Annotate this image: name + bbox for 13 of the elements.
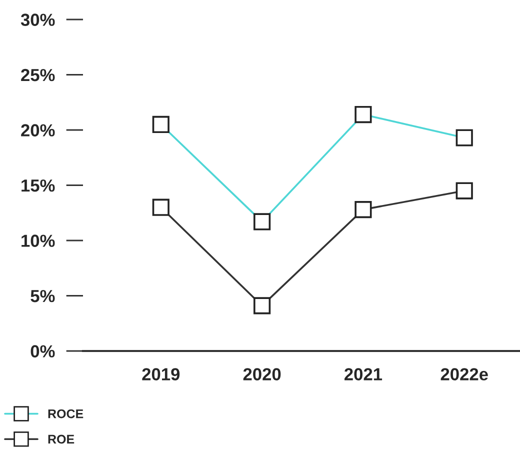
y-tick-label: 30% [20,14,55,26]
y-tick-label: 10% [22,234,55,247]
y-tick-label: 5% [30,290,55,302]
y-tick-label: 0% [30,345,55,358]
y-tick-label: 15% [22,179,55,192]
legend-label: ROE [48,434,74,444]
x-tick-label: 2021 [344,368,382,380]
x-tick-label: 2020 [243,368,281,380]
y-tick-label: 25% [21,68,55,82]
y-tick-label: 20% [21,124,55,136]
x-tick-label: 2022e [440,368,488,380]
legend-label: ROCE [48,409,84,418]
x-tick-label: 2019 [142,368,180,380]
